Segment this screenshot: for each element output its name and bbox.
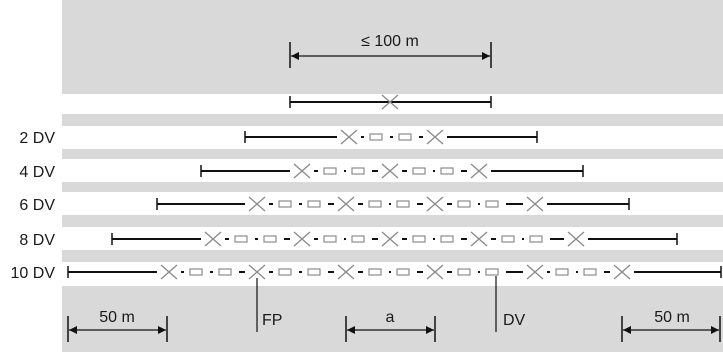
dv-label: DV — [503, 312, 526, 329]
left-50m-label: 50 m — [99, 309, 135, 326]
fp-symbol — [613, 264, 631, 280]
fp-symbol — [340, 129, 358, 145]
row-8dv-symbols — [201, 231, 588, 247]
fp-symbol — [293, 231, 311, 247]
fp-label: FP — [262, 312, 282, 329]
row-label-6dv: 6 DV — [19, 197, 55, 214]
band-3 — [62, 182, 723, 192]
fp-symbol — [526, 196, 544, 212]
row-2dv: 2 DV — [19, 130, 538, 147]
fp-symbol — [470, 163, 488, 179]
max-length-label: ≤ 100 m — [361, 33, 419, 50]
fp-symbol — [337, 264, 355, 280]
dv-symbol — [351, 235, 365, 243]
right-50m-label: 50 m — [654, 309, 690, 326]
fp-symbol — [470, 231, 488, 247]
dv-symbol — [398, 133, 412, 141]
dv-symbol — [457, 200, 471, 208]
bottom-dimensions: 50 m FP a DV 50 m — [67, 276, 721, 342]
band-2 — [62, 149, 723, 159]
dv-symbol — [440, 167, 454, 175]
dv-symbol — [218, 268, 232, 276]
dv-symbol — [555, 268, 569, 276]
dv-symbol — [501, 235, 515, 243]
dv-symbol — [323, 235, 337, 243]
row-label-4dv: 4 DV — [19, 164, 55, 181]
dv-symbol — [412, 167, 426, 175]
fp-symbol — [426, 196, 444, 212]
fp-symbol — [426, 264, 444, 280]
top-band — [62, 0, 723, 94]
spacing-a-dimension: a — [345, 309, 436, 342]
max-length-dimension: ≤ 100 m — [289, 33, 492, 68]
dv-symbol — [412, 235, 426, 243]
row-2dv-symbols — [337, 129, 447, 145]
row-base-symbols — [381, 94, 399, 110]
row-label-8dv: 8 DV — [19, 232, 55, 249]
dv-symbol — [457, 268, 471, 276]
right-50m-dimension: 50 m — [621, 309, 721, 342]
fp-symbol — [526, 264, 544, 280]
dv-symbol — [307, 200, 321, 208]
fp-symbol — [293, 163, 311, 179]
dv-symbol — [529, 235, 543, 243]
dv-symbol — [369, 133, 383, 141]
fp-callout: FP — [256, 278, 282, 332]
row-label-2dv: 2 DV — [19, 130, 55, 147]
row-10dv-symbols — [157, 264, 634, 280]
background-bands — [62, 0, 723, 352]
fp-symbol — [567, 231, 585, 247]
dv-symbol — [368, 268, 382, 276]
dv-symbol — [485, 200, 499, 208]
dv-symbol — [263, 235, 277, 243]
dv-symbol — [278, 200, 292, 208]
row-label-10dv: 10 DV — [11, 265, 56, 282]
dv-symbol — [485, 268, 499, 276]
dv-symbol — [278, 268, 292, 276]
fp-symbol — [160, 264, 178, 280]
dv-symbol — [368, 200, 382, 208]
connector-symbols — [157, 94, 634, 280]
bottom-band — [62, 286, 723, 352]
fp-symbol — [248, 196, 266, 212]
spacing-a-label: a — [386, 309, 395, 326]
band-1 — [62, 114, 723, 126]
row-4dv-symbols — [290, 163, 491, 179]
fp-symbol — [381, 94, 399, 110]
dv-symbol — [323, 167, 337, 175]
dv-symbol — [307, 268, 321, 276]
dv-symbol — [396, 268, 410, 276]
fp-symbol — [426, 129, 444, 145]
dv-symbol — [234, 235, 248, 243]
dv-symbol — [440, 235, 454, 243]
fp-symbol — [248, 264, 266, 280]
dv-symbol — [583, 268, 597, 276]
fp-symbol — [337, 196, 355, 212]
left-50m-dimension: 50 m — [67, 309, 168, 342]
dv-callout: DV — [495, 276, 526, 332]
dv-symbol — [189, 268, 203, 276]
row-6dv-symbols — [245, 196, 547, 212]
fp-symbol — [204, 231, 222, 247]
dv-symbol — [351, 167, 365, 175]
band-4 — [62, 215, 723, 227]
fp-symbol — [381, 163, 399, 179]
band-5 — [62, 250, 723, 262]
fp-symbol — [381, 231, 399, 247]
dv-symbol — [396, 200, 410, 208]
